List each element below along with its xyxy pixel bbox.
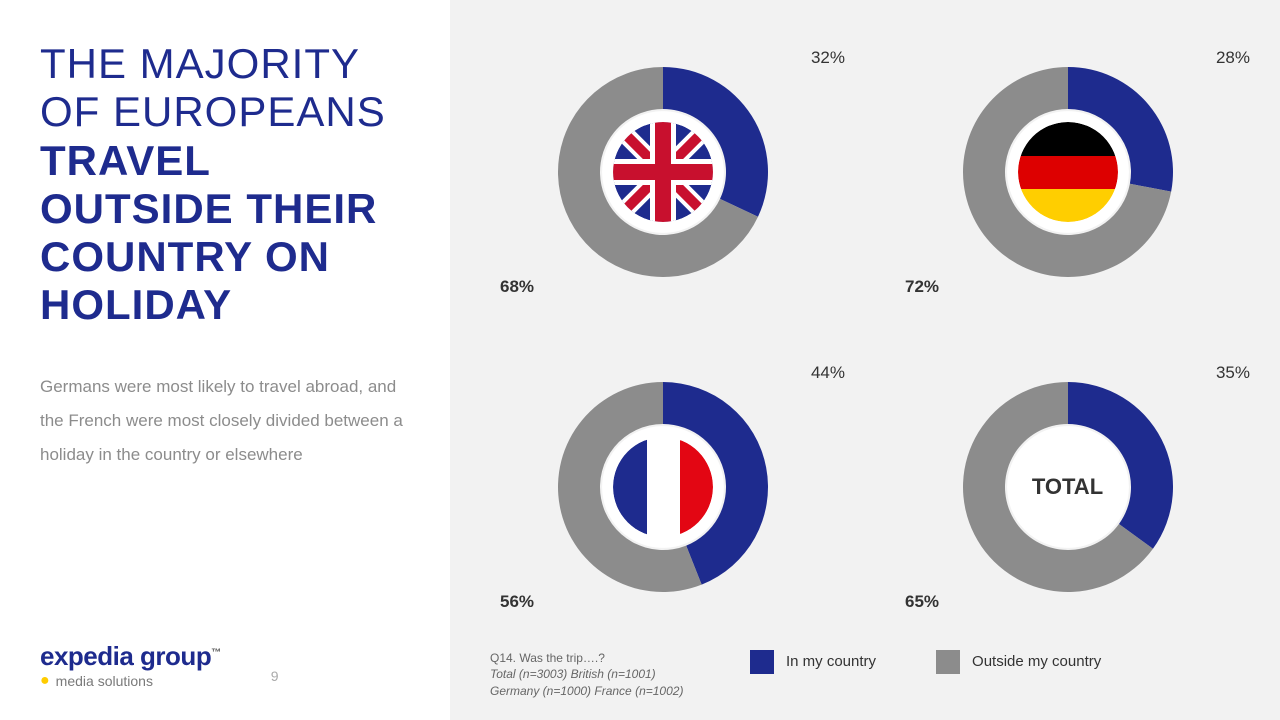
chart-de: 28%72% — [895, 30, 1240, 315]
title-light: THE MAJORITY OF EUROPEANS — [40, 40, 386, 135]
pct-in-fr: 44% — [811, 363, 845, 383]
pct-in-uk: 32% — [811, 48, 845, 68]
bottom-row: Q14. Was the trip….? Total (n=3003) Brit… — [490, 650, 1240, 700]
brand-line2: ● media solutions — [40, 672, 221, 690]
chart-fr: 44%56% — [490, 345, 835, 630]
chart-total: TOTAL35%65% — [895, 345, 1240, 630]
bulb-icon: ● — [40, 672, 50, 690]
slide-title: THE MAJORITY OF EUROPEANS TRAVEL OUTSIDE… — [40, 40, 410, 330]
chart-panel: 32%68% 28%72% 44%56% TOTAL35% — [450, 0, 1280, 720]
swatch-out — [936, 650, 960, 674]
center-total-label: TOTAL — [1018, 437, 1118, 537]
pct-out-uk: 68% — [500, 277, 534, 297]
flag-uk-icon — [613, 122, 713, 222]
title-bold: TRAVEL OUTSIDE THEIR COUNTRY ON HOLIDAY — [40, 137, 377, 329]
source-line2: Total (n=3003) British (n=1001) — [490, 666, 710, 683]
pct-out-fr: 56% — [500, 592, 534, 612]
source-line1: Q14. Was the trip….? — [490, 650, 710, 667]
pct-in-de: 28% — [1216, 48, 1250, 68]
swatch-in — [750, 650, 774, 674]
source-note: Q14. Was the trip….? Total (n=3003) Brit… — [490, 650, 710, 700]
brand-logo: expedia group™ ● media solutions — [40, 641, 221, 690]
pct-out-de: 72% — [905, 277, 939, 297]
left-panel: THE MAJORITY OF EUROPEANS TRAVEL OUTSIDE… — [0, 0, 450, 720]
chart-uk: 32%68% — [490, 30, 835, 315]
legend: In my country Outside my country — [750, 650, 1101, 674]
legend-out: Outside my country — [936, 650, 1101, 674]
source-line3: Germany (n=1000) France (n=1002) — [490, 683, 710, 700]
chart-grid: 32%68% 28%72% 44%56% TOTAL35% — [490, 30, 1240, 630]
flag-fr-icon — [613, 437, 713, 537]
page-number: 9 — [271, 668, 279, 684]
legend-in: In my country — [750, 650, 876, 674]
pct-in-total: 35% — [1216, 363, 1250, 383]
slide-body: Germans were most likely to travel abroa… — [40, 370, 410, 472]
flag-de-icon — [1018, 122, 1118, 222]
pct-out-total: 65% — [905, 592, 939, 612]
brand-line1: expedia group™ — [40, 641, 221, 672]
